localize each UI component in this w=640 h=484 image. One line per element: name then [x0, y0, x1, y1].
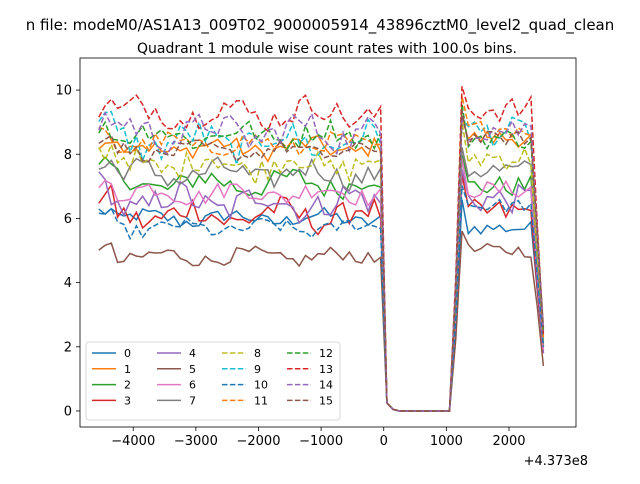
- legend-label-5: 5: [189, 363, 196, 376]
- legend-label-9: 9: [254, 363, 261, 376]
- series-line-12: [98, 103, 545, 412]
- x-tick-label: 2000: [492, 434, 525, 449]
- legend-label-2: 2: [124, 379, 131, 392]
- series-line-8: [98, 121, 545, 412]
- x-tick-label: −3000: [174, 434, 218, 449]
- legend-label-6: 6: [189, 379, 196, 392]
- x-tick-label: 1000: [430, 434, 463, 449]
- plot-area: −4000 −3000 −2000 −1000 0 1000 2000 +4.373e8 0 2 4…: [55, 57, 588, 469]
- x-tick-label: −2000: [236, 434, 280, 449]
- series-line-1: [98, 116, 545, 412]
- y-tick-label: 2: [64, 340, 72, 355]
- x-offset-label: +4.373e8: [524, 454, 588, 469]
- legend-label-7: 7: [189, 394, 196, 407]
- series-line-13: [98, 86, 545, 412]
- legend-label-8: 8: [254, 347, 261, 360]
- series-line-0: [98, 199, 545, 412]
- x-tick-label: −4000: [111, 434, 155, 449]
- x-tick-label: 0: [380, 434, 388, 449]
- legend-label-0: 0: [124, 347, 131, 360]
- axes-frame: [79, 57, 577, 428]
- series-line-7: [98, 147, 545, 412]
- legend-label-10: 10: [254, 379, 268, 392]
- series-line-11: [98, 95, 545, 412]
- series-line-4: [98, 169, 545, 412]
- series-line-6: [98, 158, 545, 412]
- chart-title: Quadrant 1 module wise count rates with …: [137, 41, 517, 57]
- series-line-14: [98, 110, 545, 412]
- legend-label-13: 13: [319, 363, 333, 376]
- legend-label-4: 4: [189, 347, 196, 360]
- series-line-10: [98, 185, 545, 412]
- y-tick-label: 6: [64, 212, 72, 227]
- legend-label-11: 11: [254, 394, 268, 407]
- legend-label-3: 3: [124, 394, 131, 407]
- legend-box: [85, 341, 341, 421]
- series-group: [98, 86, 545, 412]
- figure-suptitle: n file: modeM0/AS1A13_009T02_9000005914_…: [26, 16, 615, 35]
- series-line-3: [98, 174, 545, 412]
- series-line-15: [98, 110, 545, 412]
- y-tick-label: 0: [64, 404, 72, 419]
- y-tick-label: 8: [64, 148, 72, 163]
- y-tick-label: 4: [64, 276, 72, 291]
- series-line-5: [98, 230, 545, 412]
- legend-label-1: 1: [124, 363, 131, 376]
- y-tick-label: 10: [55, 84, 72, 99]
- legend-label-15: 15: [319, 394, 333, 407]
- legend-label-14: 14: [319, 379, 333, 392]
- legend-label-12: 12: [319, 347, 333, 360]
- x-tick-label: −1000: [299, 434, 343, 449]
